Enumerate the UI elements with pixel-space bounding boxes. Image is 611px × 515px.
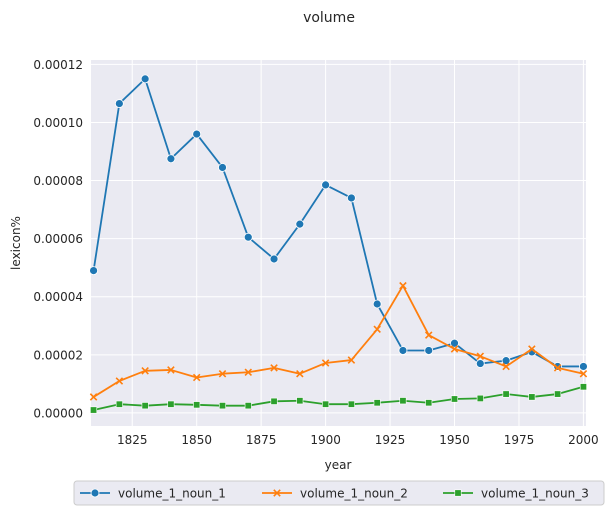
series-volume_1_noun_2 <box>89 281 588 401</box>
x-tick-label: 1975 <box>504 433 535 447</box>
data-point <box>373 325 381 334</box>
x-tick-label: 1925 <box>375 433 406 447</box>
data-point <box>528 345 536 353</box>
data-point <box>553 364 562 372</box>
legend-frame <box>73 480 605 506</box>
legend-items: volume_1_noun_1 volume_1_noun_2 volume_1_n… <box>80 487 589 501</box>
data-point <box>399 397 407 405</box>
data-point <box>296 369 304 378</box>
data-point <box>579 383 587 391</box>
data-point <box>450 338 459 348</box>
data-point <box>476 352 485 361</box>
y-axis-ticks: 0.00000 0.00002 0.00004 0.00006 0.00008 0.000… <box>33 58 83 421</box>
data-point <box>167 366 175 374</box>
y-tick-label: 0.00006 <box>33 232 83 246</box>
legend-marker <box>273 489 281 497</box>
data-point <box>270 397 278 405</box>
data-point <box>270 364 278 372</box>
data-point <box>141 402 149 410</box>
data-point <box>114 99 124 108</box>
legend-label: volume_1_noun_2 <box>300 487 408 501</box>
data-point <box>296 397 304 405</box>
data-point <box>399 281 407 290</box>
x-tick-label: 1875 <box>246 433 277 447</box>
x-tick-label: 2000 <box>568 433 599 447</box>
data-point <box>424 331 433 339</box>
legend-label: volume_1_noun_1 <box>118 487 226 501</box>
data-point <box>243 232 253 242</box>
data-point <box>192 129 202 139</box>
data-point <box>424 346 434 355</box>
data-point <box>579 362 588 371</box>
y-tick-label: 0.00012 <box>33 58 83 72</box>
data-point <box>321 180 331 190</box>
data-point <box>167 400 175 408</box>
x-tick-label: 1900 <box>310 433 341 447</box>
data-point <box>346 193 356 203</box>
data-point <box>140 74 150 84</box>
data-point <box>502 362 510 371</box>
series-line <box>93 385 584 411</box>
x-axis-label: year <box>325 458 352 472</box>
data-point <box>218 402 226 410</box>
y-tick-label: 0.00000 <box>33 406 83 420</box>
data-point <box>115 377 124 385</box>
data-point <box>554 390 562 398</box>
data-point <box>218 163 227 172</box>
data-point <box>475 359 485 368</box>
y-axis-label: lexicon% <box>9 216 23 270</box>
data-point <box>244 368 253 377</box>
plot-area <box>91 60 586 426</box>
legend-marker <box>454 489 462 497</box>
data-point <box>141 367 149 375</box>
data-point <box>89 393 98 401</box>
legend-item: volume_1_noun_3 <box>443 487 589 501</box>
data-point <box>322 400 330 408</box>
data-point <box>244 402 252 410</box>
series-line <box>93 284 584 398</box>
legend: volume_1_noun_1 volume_1_noun_2 volume_1_n… <box>73 480 605 506</box>
y-tick-label: 0.00004 <box>33 290 83 304</box>
data-point <box>450 345 459 353</box>
data-point <box>476 394 484 402</box>
x-tick-label: 1825 <box>117 433 148 447</box>
data-point <box>528 393 536 401</box>
data-point <box>269 254 279 264</box>
data-point <box>579 369 588 378</box>
data-point <box>166 154 176 164</box>
data-point <box>90 406 98 414</box>
data-point <box>502 390 510 398</box>
series-volume_1_noun_3 <box>90 383 587 414</box>
data-point <box>295 219 305 229</box>
series-volume_1_noun_1 <box>89 74 588 371</box>
y-tick-label: 0.00010 <box>33 116 83 130</box>
data-point <box>347 356 356 364</box>
x-tick-label: 1850 <box>181 433 212 447</box>
legend-item: volume_1_noun_1 <box>80 487 226 501</box>
legend-marker <box>90 488 100 498</box>
data-point <box>218 369 227 378</box>
series-layer <box>89 74 588 414</box>
legend-label: volume_1_noun_3 <box>481 487 589 501</box>
data-point <box>425 399 433 407</box>
data-point <box>193 401 201 409</box>
legend-item: volume_1_noun_2 <box>262 487 408 501</box>
data-point <box>321 359 330 367</box>
data-point <box>398 346 408 355</box>
x-axis-ticks: 1825 1850 1875 1900 1925 1950 1975 2000 <box>117 433 599 447</box>
x-tick-label: 1950 <box>439 433 470 447</box>
data-point <box>373 399 381 407</box>
data-point <box>501 356 511 366</box>
data-point <box>192 373 201 382</box>
chart-title: volume <box>303 10 355 26</box>
data-point <box>89 266 98 275</box>
data-point <box>372 299 382 309</box>
data-point <box>451 395 459 403</box>
grid <box>91 60 586 426</box>
y-tick-label: 0.00008 <box>33 174 83 188</box>
y-tick-label: 0.00002 <box>33 348 83 362</box>
data-point <box>347 400 355 408</box>
data-point <box>115 400 123 408</box>
